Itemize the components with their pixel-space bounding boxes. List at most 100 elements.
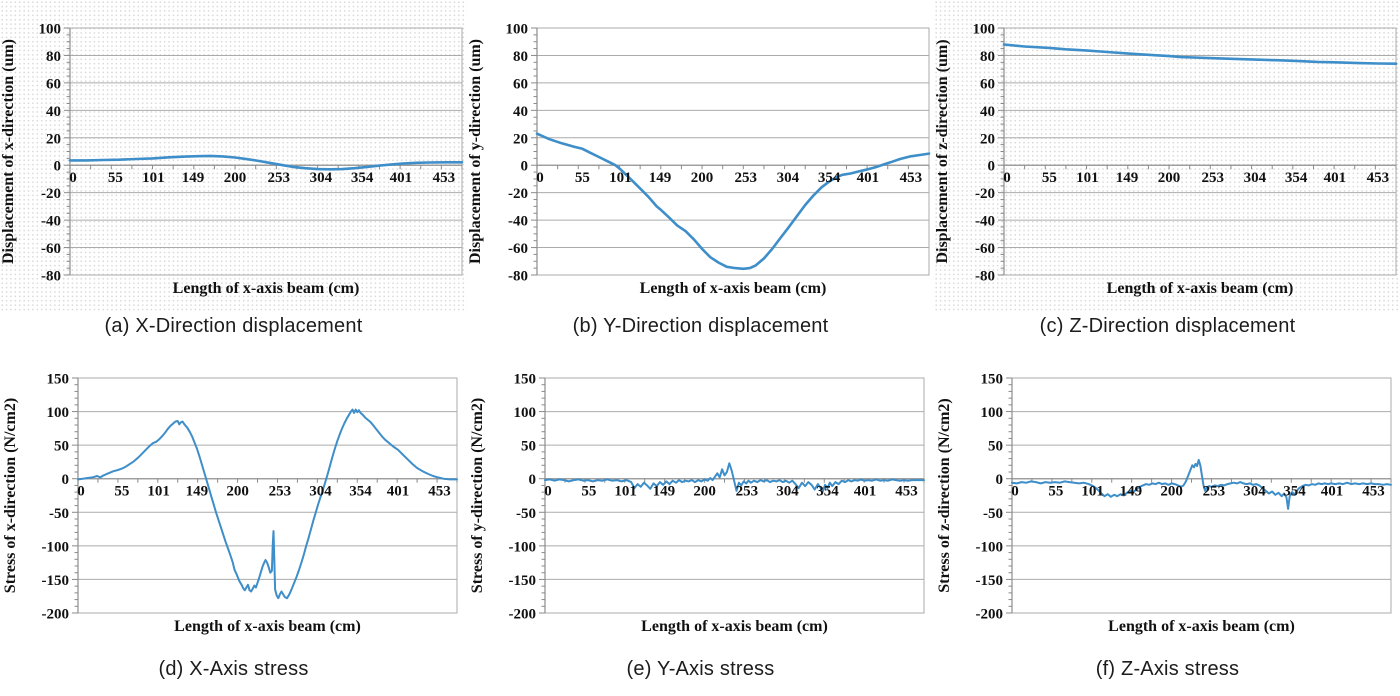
- x-tick-label: 253: [1202, 170, 1225, 186]
- y-tick-label: 0: [54, 159, 62, 175]
- x-tick-label: 101: [609, 170, 632, 186]
- x-tick-label: 401: [857, 170, 880, 186]
- x-tick-label: 149: [186, 484, 209, 500]
- series-line-displacement-x: [68, 154, 464, 171]
- x-tick-label: 149: [653, 484, 676, 500]
- x-tick-label: 149: [1116, 170, 1139, 186]
- y-tick-label: -60: [41, 241, 61, 257]
- x-tick-label: 304: [777, 170, 800, 186]
- y-tick-label: -20: [508, 186, 528, 202]
- y-tick-label: 80: [46, 49, 61, 65]
- x-tick-label: 200: [1160, 484, 1183, 500]
- x-tick-label: 55: [575, 170, 590, 186]
- x-tick-label: 253: [1203, 484, 1226, 500]
- chart-caption-b: (b) Y-Direction displacement: [572, 315, 829, 337]
- y-tick-label: 40: [513, 104, 528, 120]
- y-tick-label: 100: [47, 405, 70, 421]
- x-tick-label: 304: [310, 170, 333, 186]
- y-tick-label: 50: [54, 439, 69, 455]
- x-tick-label: 354: [351, 170, 374, 186]
- x-tick-label: 304: [1244, 170, 1267, 186]
- y-tick-label: 0: [62, 472, 70, 488]
- y-tick-label: -80: [508, 269, 528, 285]
- x-tick-label: 453: [1367, 170, 1390, 186]
- y-axis-title: Displacement of z-direction (um): [934, 39, 951, 263]
- y-tick-label: 0: [988, 159, 996, 175]
- x-tick-label: 0: [69, 170, 77, 186]
- y-tick-label: -150: [42, 573, 70, 589]
- y-tick-label: 60: [513, 76, 528, 92]
- y-tick-label: -100: [976, 539, 1004, 555]
- y-tick-label: -150: [509, 573, 537, 589]
- x-axis-title: Length of x-axis beam (cm): [641, 618, 828, 635]
- chart-caption-c: (c) Z-Direction displacement: [1039, 315, 1296, 337]
- y-tick-label: -50: [516, 506, 536, 522]
- x-tick-label: 354: [1283, 484, 1306, 500]
- y-tick-label: 150: [47, 372, 70, 388]
- y-tick-label: 80: [513, 49, 528, 65]
- y-tick-label: 150: [514, 372, 537, 388]
- y-axis-title: Stress of z-direction (N/cm2): [936, 398, 953, 592]
- chart-caption-f: (f) Z-Axis stress: [1095, 658, 1240, 680]
- series-line-stress-y: [544, 462, 925, 493]
- x-tick-label: 101: [614, 484, 637, 500]
- x-axis-title: Length of x-axis beam (cm): [173, 280, 360, 297]
- y-tick-label: 100: [973, 22, 996, 38]
- y-tick-label: -20: [41, 186, 61, 202]
- y-tick-label: -150: [976, 573, 1004, 589]
- x-axis-title: Length of x-axis beam (cm): [640, 280, 827, 297]
- x-tick-label: 101: [1081, 484, 1104, 500]
- x-axis-title: Length of x-axis beam (cm): [1107, 280, 1294, 297]
- y-tick-label: -40: [975, 214, 995, 230]
- y-tick-label: 150: [981, 372, 1004, 388]
- x-tick-label: 453: [433, 170, 456, 186]
- y-tick-label: -60: [975, 241, 995, 257]
- series-line-displacement-y: [535, 132, 931, 271]
- chart-canvas-x-stress: 150 100 50 0 -50 -100 -150 -200 0 55 101 149 200 253 3…: [2, 372, 458, 635]
- y-tick-label: 100: [506, 22, 529, 38]
- x-tick-label: 354: [1285, 170, 1308, 186]
- x-axis-title: Length of x-axis beam (cm): [1108, 618, 1295, 635]
- x-tick-label: 101: [147, 484, 170, 500]
- y-tick-label: 40: [46, 104, 61, 120]
- x-tick-label: 354: [816, 484, 839, 500]
- x-tick-label: 401: [1324, 170, 1347, 186]
- chart-f-z-axis-stress: 150 100 50 0 -50 -100 -150 -200 0 55 101 149 200 253 3…: [934, 348, 1400, 696]
- y-tick-label: 100: [39, 22, 62, 38]
- chart-caption-a: (a) X-Direction displacement: [104, 315, 363, 337]
- series-line-stress-x: [77, 408, 458, 600]
- x-tick-label: 200: [693, 484, 716, 500]
- x-tick-label: 253: [268, 170, 291, 186]
- x-tick-label: 354: [818, 170, 841, 186]
- y-axis-title: Displacement of y-direction (um): [467, 39, 484, 264]
- y-tick-label: -80: [41, 269, 61, 285]
- x-tick-label: 0: [1011, 484, 1019, 500]
- y-tick-label: 20: [980, 131, 995, 147]
- y-tick-label: 60: [980, 76, 995, 92]
- x-tick-label: 453: [428, 484, 451, 500]
- chart-d-x-axis-stress: 150 100 50 0 -50 -100 -150 -200 0 55 101 149 200 253 3…: [0, 348, 467, 696]
- x-tick-label: 401: [854, 484, 877, 500]
- y-tick-label: 0: [529, 472, 537, 488]
- x-tick-label: 200: [224, 170, 247, 186]
- y-tick-label: 20: [46, 131, 61, 147]
- x-tick-label: 149: [1120, 484, 1143, 500]
- x-tick-label: 55: [1048, 484, 1063, 500]
- y-tick-label: 80: [980, 49, 995, 65]
- plot-border: [1003, 27, 1397, 276]
- y-tick-label: -40: [41, 214, 61, 230]
- x-tick-label: 401: [1321, 484, 1344, 500]
- chart-b-y-direction-displacement: 100 80 60 40 20 0 -20 -40 -60 -80 0 55 101 149 200 253 3…: [467, 0, 934, 348]
- x-tick-label: 0: [77, 484, 85, 500]
- y-tick-label: 60: [46, 76, 61, 92]
- y-tick-label: -60: [508, 241, 528, 257]
- x-tick-label: 253: [736, 484, 759, 500]
- y-tick-label: 100: [981, 405, 1004, 421]
- y-tick-label: -20: [975, 186, 995, 202]
- x-tick-label: 101: [142, 170, 165, 186]
- x-tick-label: 253: [735, 170, 758, 186]
- y-tick-label: -100: [42, 539, 70, 555]
- x-tick-label: 354: [349, 484, 372, 500]
- chart-canvas-z-stress: 150 100 50 0 -50 -100 -150 -200 0 55 101 149 200 253 3…: [936, 372, 1392, 635]
